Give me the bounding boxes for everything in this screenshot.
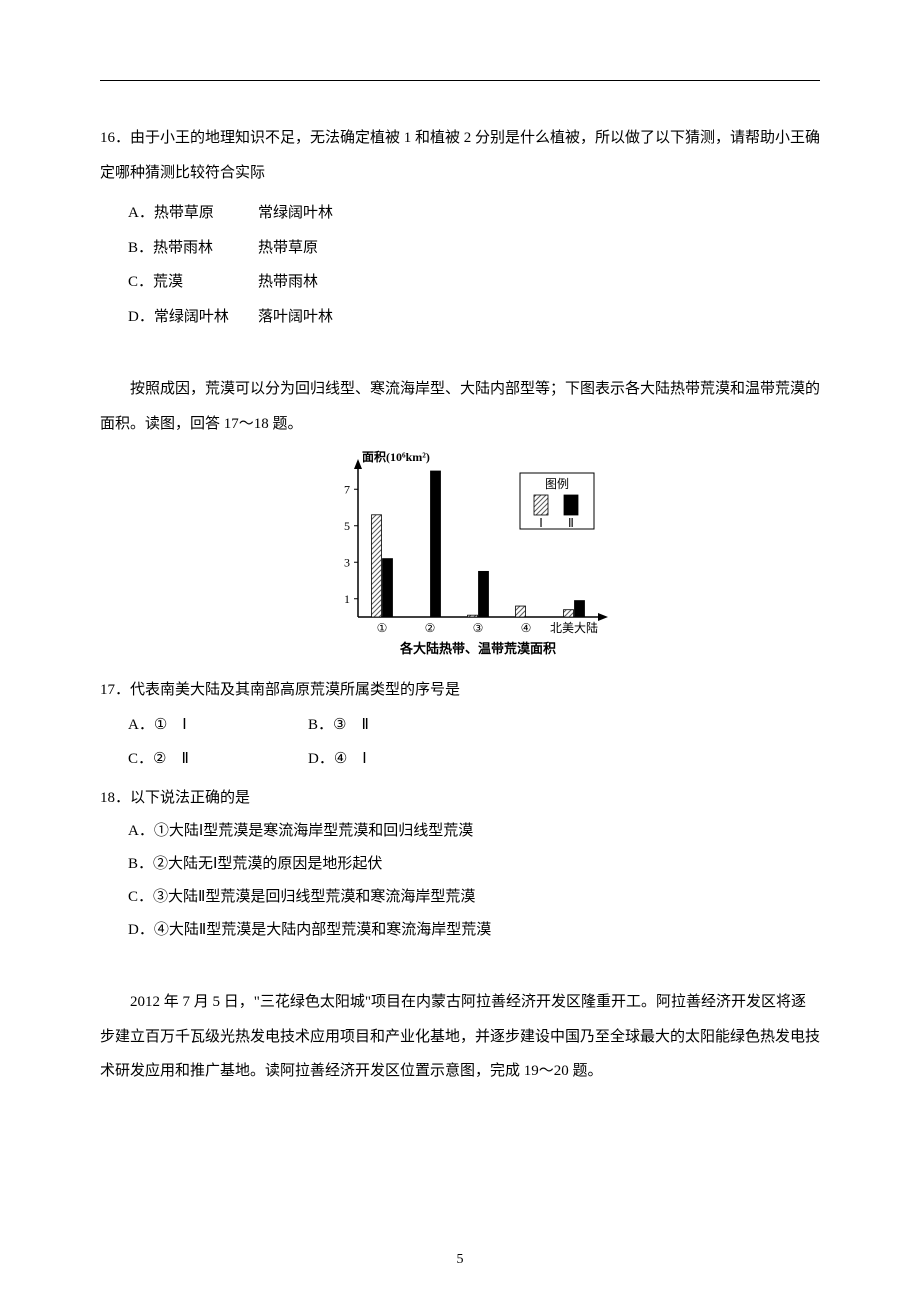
q17-opt-b: B．③ Ⅱ [308, 708, 488, 743]
svg-text:Ⅱ: Ⅱ [568, 516, 574, 530]
svg-text:5: 5 [344, 519, 350, 533]
svg-text:1: 1 [344, 592, 350, 606]
svg-text:图例: 图例 [545, 477, 569, 491]
svg-text:②: ② [425, 621, 436, 635]
q17-opt-c: C．② Ⅱ [128, 742, 308, 777]
desert-area-chart: 1 3 5 7 面积(10⁶km²) ① ② ③ ④ 北美大陆各大陆热带、温带荒漠面积 图例 Ⅰ Ⅱ [312, 449, 608, 659]
q16-option-d: D．常绿阔叶林 落叶阔叶林 [128, 300, 820, 335]
q18-stem: 18．以下说法正确的是 [100, 781, 820, 816]
intro-19-20: 2012 年 7 月 5 日，"三花绿色太阳城"项目在内蒙古阿拉善经济开发区隆重… [100, 985, 820, 1089]
intro-17-18: 按照成因，荒漠可以分为回归线型、寒流海岸型、大陆内部型等；下图表示各大陆热带荒漠… [100, 372, 820, 441]
q16-a-col1: A．热带草原 [128, 196, 258, 231]
svg-text:Ⅰ: Ⅰ [539, 516, 543, 530]
q16-option-c: C．荒漠 热带雨林 [128, 265, 820, 300]
q16-a-col2: 常绿阔叶林 [258, 196, 333, 231]
q18-opt-b: B．②大陆无Ⅰ型荒漠的原因是地形起伏 [128, 848, 820, 881]
q16-d-col1: D．常绿阔叶林 [128, 300, 258, 335]
svg-text:①: ① [377, 621, 388, 635]
page-top-rule [100, 80, 820, 81]
q17-opt-a: A．① Ⅰ [128, 708, 308, 743]
q16-c-col1: C．荒漠 [128, 265, 258, 300]
q18-opt-d: D．④大陆Ⅱ型荒漠是大陆内部型荒漠和寒流海岸型荒漠 [128, 914, 820, 947]
svg-text:7: 7 [344, 482, 350, 496]
q17-opt-d: D．④ Ⅰ [308, 742, 488, 777]
q16-b-col2: 热带草原 [258, 231, 318, 266]
q18-opt-c: C．③大陆Ⅱ型荒漠是回归线型荒漠和寒流海岸型荒漠 [128, 881, 820, 914]
q16-option-b: B．热带雨林 热带草原 [128, 231, 820, 266]
svg-text:④: ④ [521, 621, 532, 635]
q16-d-col2: 落叶阔叶林 [258, 300, 333, 335]
q16-c-col2: 热带雨林 [258, 265, 318, 300]
q16-b-col1: B．热带雨林 [128, 231, 258, 266]
svg-text:面积(10⁶km²): 面积(10⁶km²) [362, 449, 430, 464]
svg-text:3: 3 [344, 555, 350, 569]
svg-text:北美大陆: 北美大陆 [550, 620, 598, 635]
svg-text:③: ③ [473, 621, 484, 635]
q16-option-a: A．热带草原 常绿阔叶林 [128, 196, 820, 231]
chart-svg: 1 3 5 7 面积(10⁶km²) ① ② ③ ④ 北美大陆各大陆热带、温带荒漠面积 图例 Ⅰ Ⅱ [312, 449, 608, 659]
svg-text:各大陆热带、温带荒漠面积: 各大陆热带、温带荒漠面积 [399, 641, 556, 656]
page-number: 5 [0, 1252, 920, 1268]
q16-stem: 16．由于小王的地理知识不足，无法确定植被 1 和植被 2 分别是什么植被，所以… [100, 121, 820, 190]
q17-stem: 17．代表南美大陆及其南部高原荒漠所属类型的序号是 [100, 673, 820, 708]
q18-opt-a: A．①大陆Ⅰ型荒漠是寒流海岸型荒漠和回归线型荒漠 [128, 815, 820, 848]
